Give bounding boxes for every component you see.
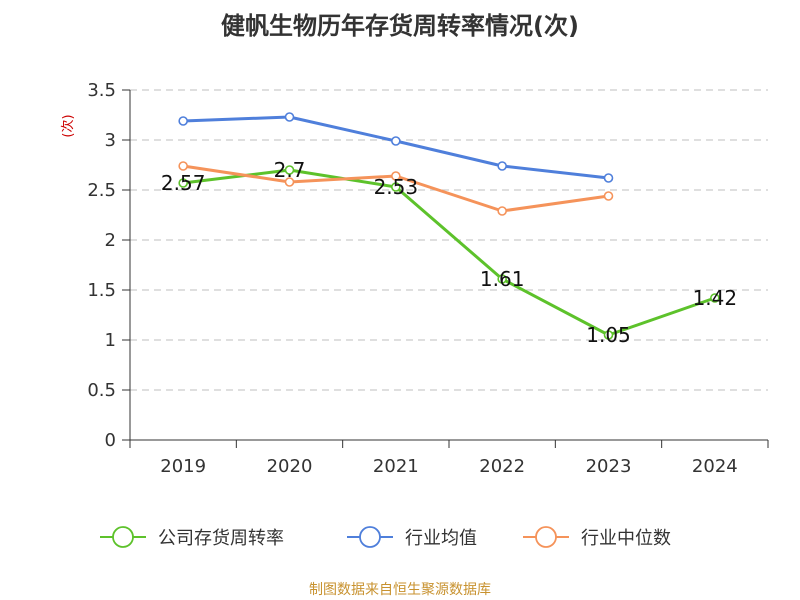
data-label: 1.42 (693, 286, 738, 310)
data-point (178, 161, 188, 171)
legend-label: 公司存货周转率 (158, 528, 284, 549)
data-point (391, 136, 401, 146)
y-tick-label: 3.5 (87, 80, 116, 101)
data-point (710, 293, 720, 303)
data-point (178, 116, 188, 126)
data-point (284, 177, 295, 187)
data-point (391, 171, 401, 181)
data-point (284, 165, 295, 175)
legend-label: 行业中位数 (581, 528, 671, 549)
series-line (182, 168, 716, 337)
y-axis-unit-label: (次) (60, 114, 76, 137)
data-labels: 2.57 2.7 2.53 1.61 1.05 1.42 (161, 158, 737, 347)
legend: 公司存货周转率 行业均值 行业中位数 (100, 526, 671, 549)
grid-lines (130, 89, 768, 391)
legend-marker (112, 526, 134, 548)
data-point (603, 330, 614, 340)
y-tick-label: 0 (105, 430, 116, 451)
y-tick-label: 1 (105, 330, 116, 351)
data-label: 1.61 (480, 267, 525, 291)
data-label: 2.57 (161, 171, 206, 195)
data-point (391, 182, 401, 192)
legend-marker (535, 526, 557, 548)
data-point (497, 161, 507, 171)
y-tick-label: 2.5 (87, 180, 116, 201)
x-tick-label: 2020 (267, 456, 313, 477)
data-point (497, 274, 507, 284)
series-line (183, 115, 609, 180)
data-label: 1.05 (586, 323, 631, 347)
x-tick-label: 2022 (479, 456, 525, 477)
legend-item: 行业中位数 (523, 526, 671, 549)
data-label: 2.53 (374, 175, 419, 199)
data-point (497, 206, 507, 216)
legend-item: 公司存货周转率 (100, 526, 284, 549)
y-tick-label: 1.5 (87, 280, 116, 301)
data-point (603, 173, 614, 183)
legend-marker (359, 526, 381, 548)
chart-title: 健帆生物历年存货周转率情况(次) (221, 12, 579, 40)
data-point (603, 191, 614, 201)
x-tick-label: 2019 (160, 456, 206, 477)
series-group (178, 112, 720, 340)
x-tick-label: 2024 (692, 456, 738, 477)
x-tick-label: 2023 (586, 456, 632, 477)
y-tick-label: 0.5 (87, 380, 116, 401)
legend-label: 行业均值 (405, 528, 477, 549)
y-tick-label: 3 (105, 130, 116, 151)
legend-item: 行业均值 (347, 526, 477, 549)
x-tick-label: 2021 (373, 456, 419, 477)
data-label: 2.7 (274, 158, 306, 182)
data-point (284, 112, 295, 122)
source-note: 制图数据来自恒生聚源数据库 (309, 582, 491, 598)
y-tick-label: 2 (105, 230, 116, 251)
data-point (178, 178, 188, 188)
